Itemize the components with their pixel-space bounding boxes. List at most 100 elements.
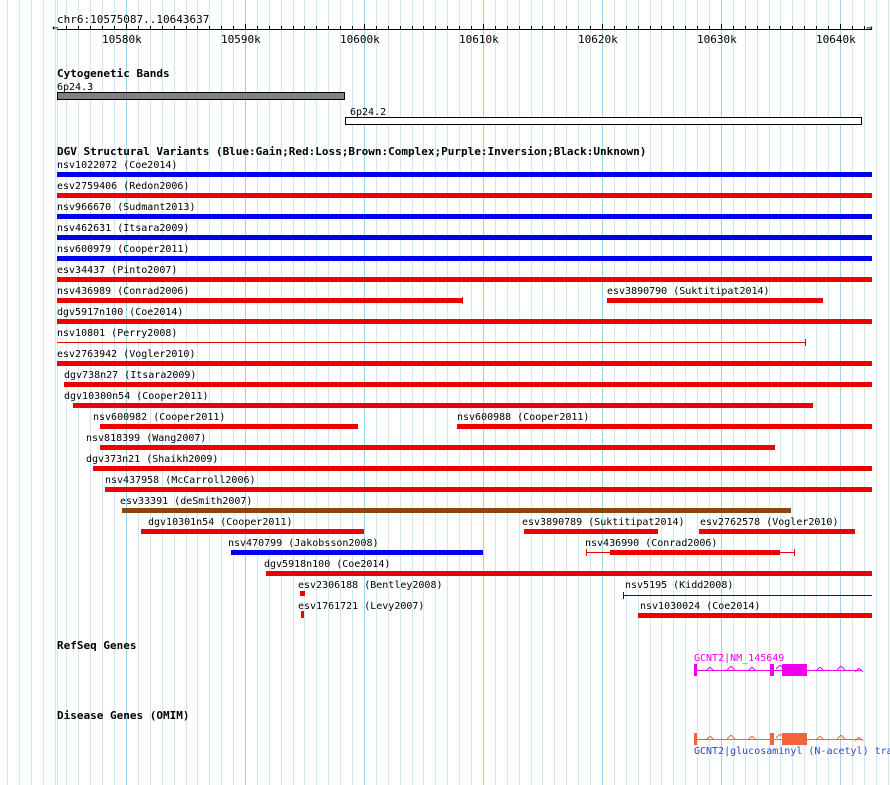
variant-label[interactable]: esv2762578 (Vogler2010): [700, 517, 839, 528]
variant-label[interactable]: nsv600988 (Cooper2011): [457, 412, 590, 423]
variant-bar[interactable]: [57, 319, 872, 324]
gene-label[interactable]: GCNT2|NM_145649: [694, 653, 785, 664]
ruler-minor-tick: [400, 26, 401, 30]
variant-connector[interactable]: [57, 342, 806, 343]
grid-line: [245, 0, 246, 785]
variant-connector: [586, 552, 795, 553]
variant-label[interactable]: esv2306188 (Bentley2008): [298, 580, 443, 591]
variant-bar[interactable]: [638, 613, 872, 618]
variant-marker[interactable]: [300, 591, 305, 596]
variant-label[interactable]: nsv437958 (McCarroll2006): [105, 475, 256, 486]
grid-line: [293, 0, 294, 785]
gene-label[interactable]: GCNT2|glucosaminyl (N-acetyl) tra: [694, 746, 890, 757]
variant-bar[interactable]: [57, 214, 872, 219]
variant-label[interactable]: dgv5917n100 (Coe2014): [57, 307, 184, 318]
variant-connector: [112, 300, 463, 301]
variant-bar[interactable]: [141, 529, 364, 534]
variant-label[interactable]: dgv10301n54 (Cooper2011): [148, 517, 293, 528]
ruler-minor-tick: [78, 26, 79, 30]
variant-bar[interactable]: [231, 550, 483, 555]
variant-label[interactable]: nsv470799 (Jakobsson2008): [228, 538, 379, 549]
variant-label[interactable]: nsv5195 (Kidd2008): [625, 580, 734, 591]
variant-label[interactable]: dgv738n27 (Itsara2009): [64, 370, 197, 381]
grid-line: [19, 0, 20, 785]
gene-exon[interactable]: [782, 733, 807, 745]
grid-line: [257, 0, 258, 785]
variant-bar[interactable]: [57, 172, 872, 177]
variant-label[interactable]: nsv436989 (Conrad2006): [57, 286, 190, 297]
variant-bar[interactable]: [699, 529, 855, 534]
variant-label[interactable]: nsv600979 (Cooper2011): [57, 244, 190, 255]
variant-label[interactable]: dgv10300n54 (Cooper2011): [64, 391, 209, 402]
ruler-minor-tick: [293, 26, 294, 30]
variant-label[interactable]: esv3890789 (Suktitipat2014): [522, 517, 685, 528]
variant-bar[interactable]: [100, 445, 775, 450]
gene-exon[interactable]: [694, 664, 697, 676]
ruler-minor-tick: [769, 26, 770, 30]
ruler-minor-tick: [733, 26, 734, 30]
variant-marker[interactable]: [301, 611, 304, 618]
variant-label[interactable]: esv3890790 (Suktitipat2014): [607, 286, 770, 297]
variant-label[interactable]: nsv818399 (Wang2007): [86, 433, 207, 444]
section-title-omim: Disease Genes (OMIM): [57, 709, 190, 722]
gene-exon[interactable]: [770, 733, 774, 745]
variant-label[interactable]: nsv600982 (Cooper2011): [93, 412, 226, 423]
variant-label[interactable]: nsv10801 (Perry2008): [57, 328, 178, 339]
variant-bar[interactable]: [73, 403, 813, 408]
ruler-left-arrow: ←: [52, 21, 59, 34]
ruler-tick-label: 10630k: [697, 33, 737, 46]
ruler-minor-tick: [435, 26, 436, 30]
variant-bar[interactable]: [607, 298, 823, 303]
variant-bar[interactable]: [57, 277, 872, 282]
ruler-minor-tick: [174, 26, 175, 30]
section-title-cytogenetic: Cytogenetic Bands: [57, 67, 170, 80]
gene-intron-line: [696, 739, 862, 740]
ruler-minor-tick: [531, 26, 532, 30]
ruler-minor-tick: [412, 26, 413, 30]
variant-label[interactable]: esv33391 (deSmith2007): [120, 496, 253, 507]
variant-label[interactable]: dgv5918n100 (Coe2014): [264, 559, 391, 570]
gene-exon[interactable]: [694, 733, 697, 745]
ruler-minor-tick: [792, 26, 793, 30]
variant-label[interactable]: nsv462631 (Itsara2009): [57, 223, 190, 234]
gene-strand-chevron-icon: [816, 667, 825, 672]
ruler-minor-tick: [316, 26, 317, 30]
variant-label[interactable]: nsv1030024 (Coe2014): [640, 601, 761, 612]
ruler-minor-tick: [661, 26, 662, 30]
variant-bar[interactable]: [93, 466, 872, 471]
variant-label[interactable]: esv34437 (Pinto2007): [57, 265, 178, 276]
variant-bar[interactable]: [524, 529, 658, 534]
grid-line: [269, 0, 270, 785]
variant-bar[interactable]: [64, 382, 872, 387]
variant-label[interactable]: nsv436990 (Conrad2006): [585, 538, 718, 549]
variant-bar[interactable]: [100, 424, 358, 429]
ruler-minor-tick: [614, 26, 615, 30]
variant-label[interactable]: esv2763942 (Vogler2010): [57, 349, 196, 360]
variant-bar[interactable]: [105, 487, 872, 492]
variant-connector[interactable]: [623, 595, 872, 596]
variant-bar[interactable]: [457, 424, 872, 429]
variant-bar[interactable]: [57, 235, 872, 240]
gene-strand-chevron-icon: [727, 666, 736, 671]
variant-bar[interactable]: [266, 571, 872, 576]
ruler-major-tick: [840, 24, 841, 30]
variant-bar[interactable]: [57, 361, 872, 366]
cytoband-bar[interactable]: [57, 92, 345, 100]
variant-label[interactable]: dgv373n21 (Shaikh2009): [86, 454, 219, 465]
variant-bar[interactable]: [57, 256, 872, 261]
gene-exon[interactable]: [770, 664, 774, 676]
variant-label[interactable]: esv2759406 (Redon2006): [57, 181, 190, 192]
variant-label[interactable]: esv1761721 (Levy2007): [298, 601, 425, 612]
variant-label[interactable]: nsv1022072 (Coe2014): [57, 160, 178, 171]
variant-bar[interactable]: [122, 508, 791, 513]
grid-line: [876, 0, 877, 785]
cytoband-bar[interactable]: [345, 117, 862, 125]
ruler-minor-tick: [221, 26, 222, 30]
gene-exon[interactable]: [782, 664, 807, 676]
ruler-minor-tick: [816, 26, 817, 30]
variant-label[interactable]: nsv966670 (Sudmant2013): [57, 202, 196, 213]
ruler-minor-tick: [542, 26, 543, 30]
variant-bar[interactable]: [57, 193, 872, 198]
ruler-minor-tick: [138, 26, 139, 30]
grid-line: [304, 0, 305, 785]
